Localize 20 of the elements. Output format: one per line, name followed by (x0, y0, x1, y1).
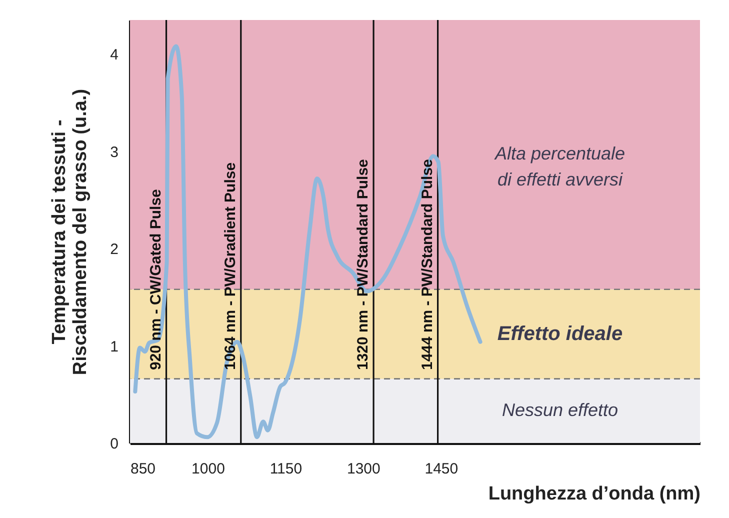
y-tick-label: 3 (110, 144, 118, 161)
y-tick-label: 4 (110, 46, 118, 64)
y-tick-label: 2 (110, 241, 118, 258)
x-tick-label: 1000 (192, 460, 225, 478)
band-label: Effetto ideale (497, 323, 623, 346)
y-axis-title: Temperatura dei tessuti - Riscaldamento del grasso (u.a.) (49, 88, 92, 376)
x-tick-label: 1150 (270, 460, 302, 478)
y-tick-label: 0 (110, 436, 118, 452)
ref-line-label: 920 nm - CW/Gated Pulse (147, 189, 164, 370)
ref-line-label: 1320 nm - PW/Standard Pulse (354, 159, 372, 370)
band-label: Alta percentuale di effetti avversi (494, 144, 626, 190)
x-axis-title: Lunghezza d’onda (nm) (488, 484, 700, 504)
band-label: Nessun effetto (502, 400, 618, 420)
ref-line-label: 1064 nm - PW/Gradient Pulse (222, 162, 239, 370)
x-tick-label: 1450 (424, 460, 458, 478)
y-tick-label: 1 (110, 338, 118, 356)
ref-line-label: 1444 nm - PW/Standard Pulse (418, 159, 436, 370)
x-tick-label: 1300 (346, 460, 380, 478)
line-series (133, 44, 482, 440)
x-tick-label: 850 (130, 460, 156, 478)
